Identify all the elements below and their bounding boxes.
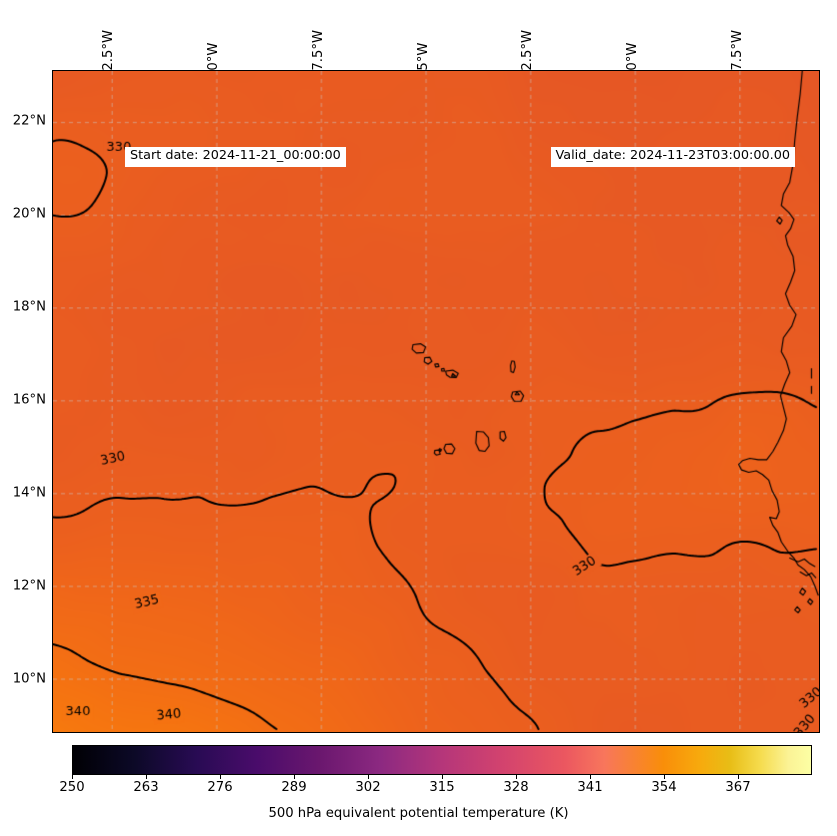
- colorbar-tick-label: 354: [651, 780, 677, 795]
- colorbar-tick-label: 263: [133, 780, 159, 795]
- colorbar-tickmark: [368, 775, 370, 779]
- map-axes[interactable]: Start date: 2024-11-21_00:00:00 Valid_da…: [52, 70, 820, 733]
- start-date-annotation: Start date: 2024-11-21_00:00:00: [125, 147, 346, 167]
- colorbar-tick-group: 250 263 276 289 302 315 328 341 354 367: [59, 775, 812, 799]
- latitude-tick-label: 20°N: [12, 206, 46, 222]
- colorbar-tickmark: [516, 775, 518, 779]
- latitude-tick-label: 16°N: [12, 392, 46, 408]
- latitude-tick-label: 18°N: [12, 299, 46, 315]
- colorbar-tickmark: [220, 775, 222, 779]
- colorbar-tickmark: [294, 775, 296, 779]
- colorbar-tick-label: 341: [577, 780, 603, 795]
- colorbar-tick-label: 289: [281, 780, 307, 795]
- colorbar-tickmark: [590, 775, 592, 779]
- map-field-canvas: [53, 71, 819, 732]
- colorbar-tick-label: 367: [725, 780, 751, 795]
- colorbar-tick-label: 276: [207, 780, 233, 795]
- latitude-tick-label: 12°N: [12, 578, 46, 594]
- colorbar-tickmark: [442, 775, 444, 779]
- colorbar-tick-label: 328: [503, 780, 529, 795]
- latitude-tick-label: 14°N: [12, 485, 46, 501]
- colorbar-tickmark: [72, 775, 74, 779]
- latitude-tick-label: 22°N: [12, 113, 46, 129]
- colorbar-tickmark: [146, 775, 148, 779]
- colorbar-tick-label: 315: [429, 780, 455, 795]
- colorbar-tick-label: 250: [59, 780, 85, 795]
- colorbar-label: 500 hPa equivalent potential temperature…: [268, 806, 569, 821]
- colorbar-tick-label: 302: [355, 780, 381, 795]
- latitude-tick-label: 10°N: [12, 671, 46, 687]
- valid-date-annotation: Valid_date: 2024-11-23T03:00:00.00: [550, 147, 795, 167]
- colorbar-tickmark: [738, 775, 740, 779]
- colorbar-tickmark: [664, 775, 666, 779]
- colorbar[interactable]: [72, 745, 812, 775]
